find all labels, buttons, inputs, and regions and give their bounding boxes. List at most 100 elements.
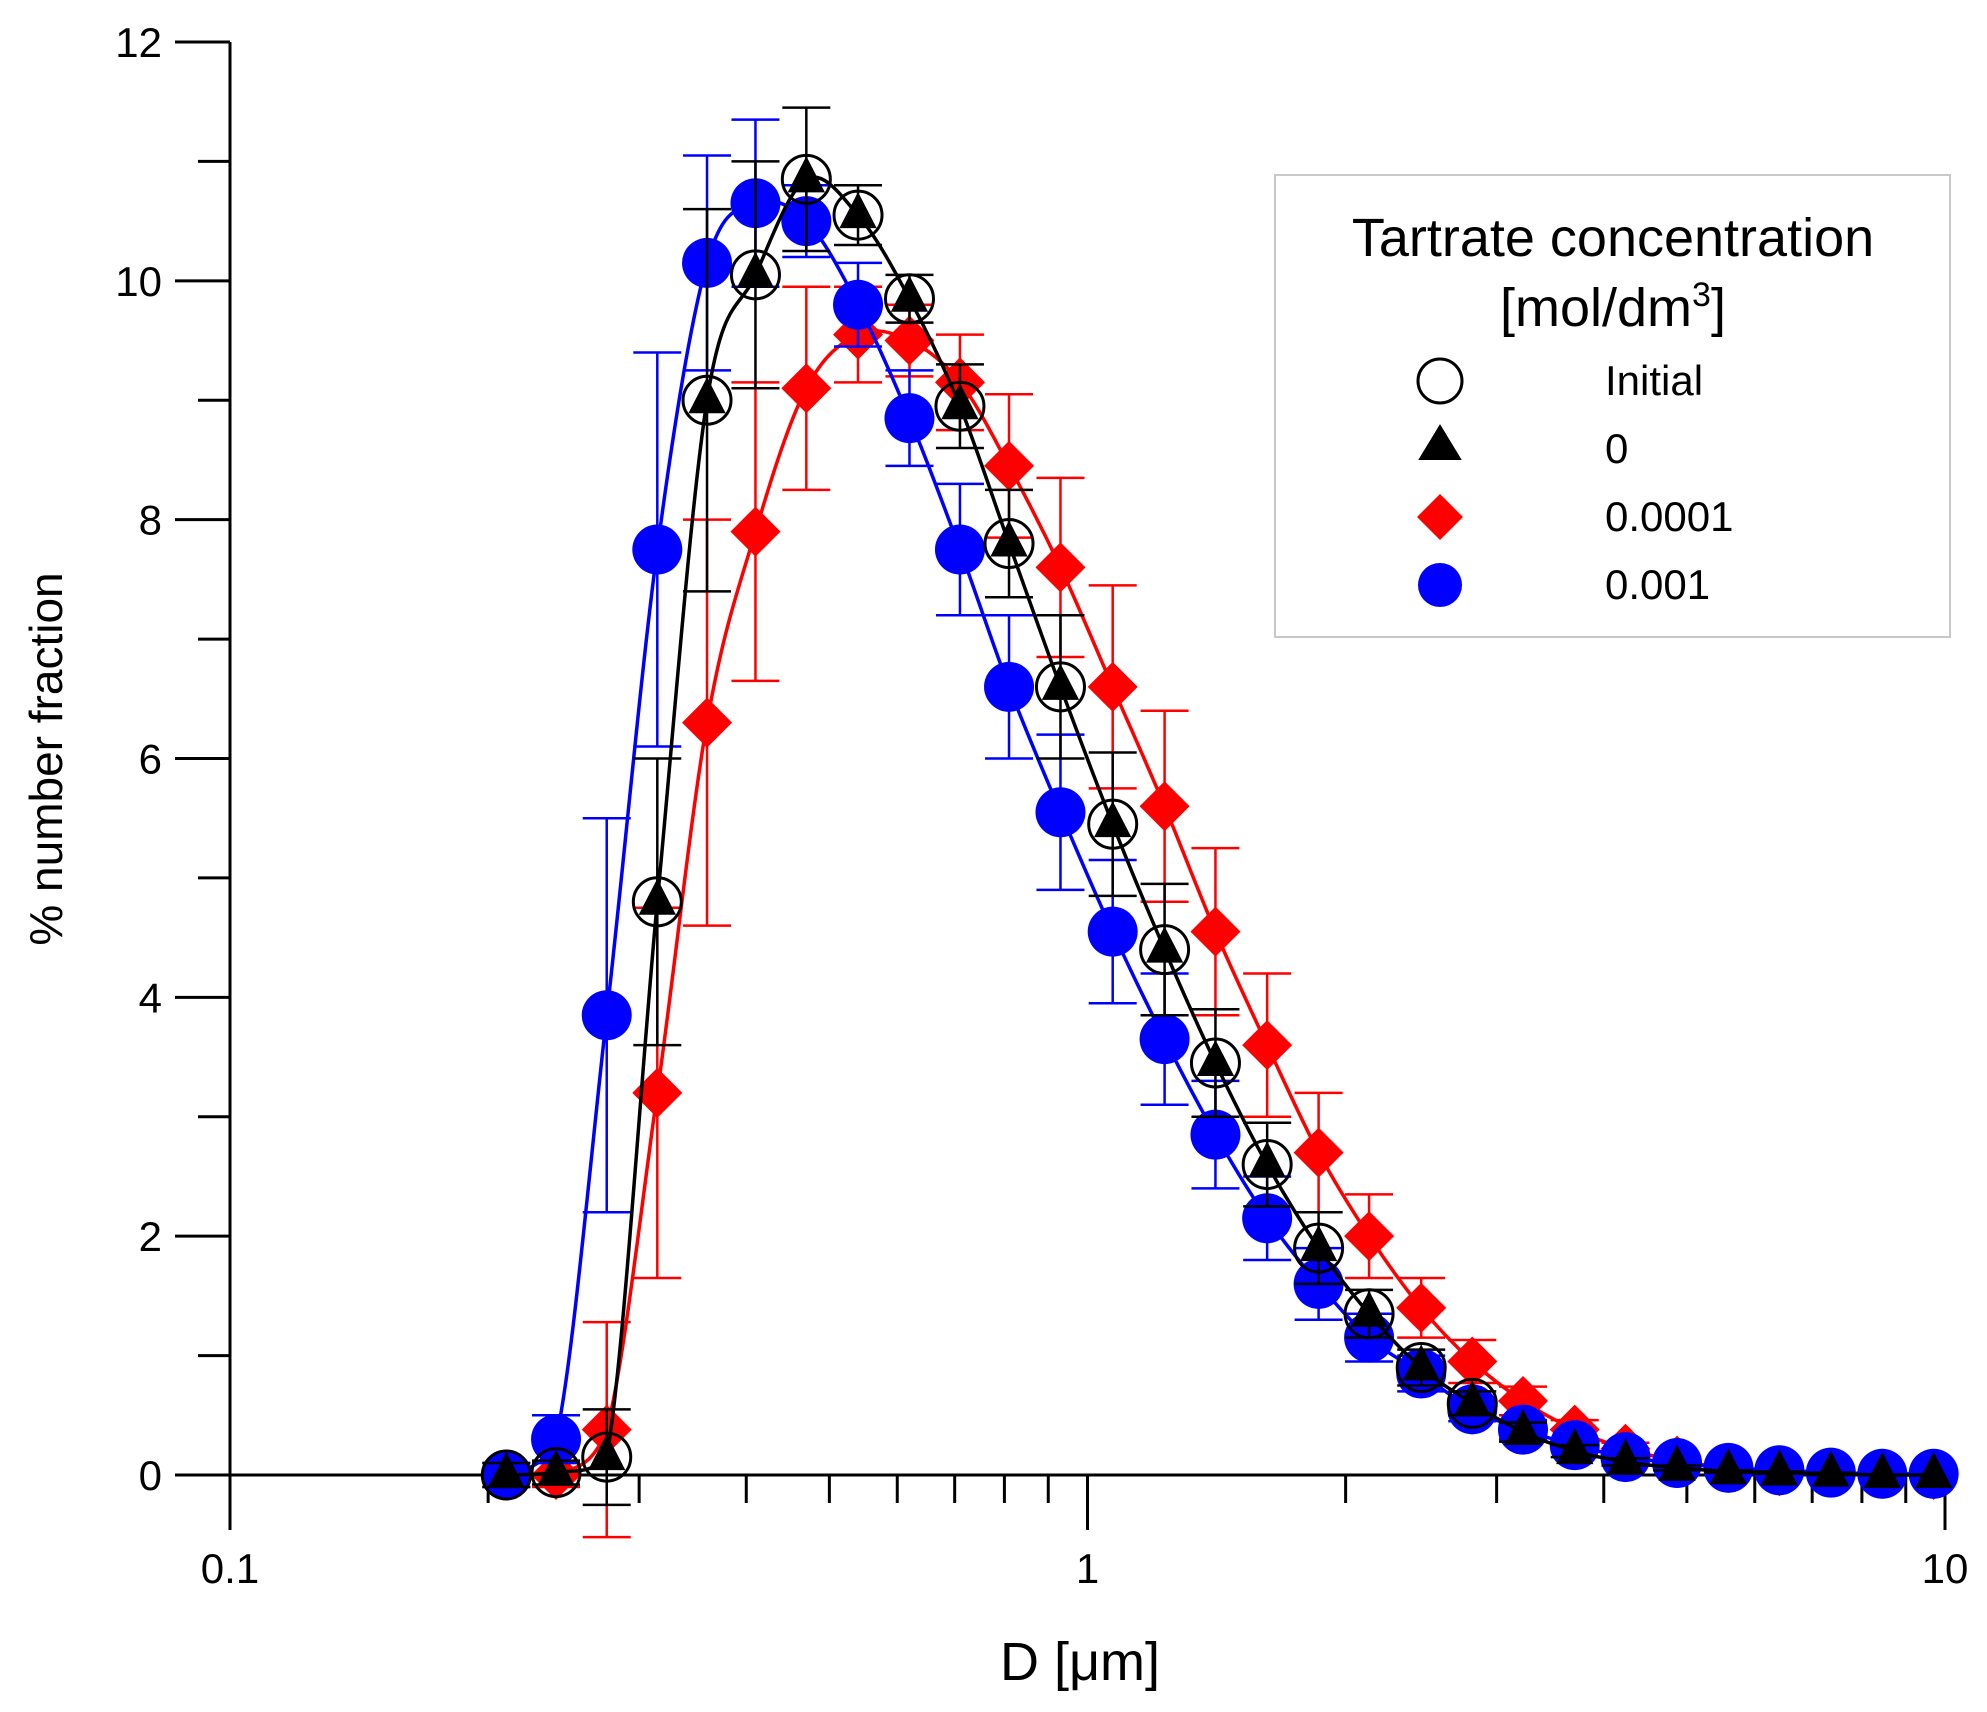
legend-marker-0.001 [1418, 563, 1462, 607]
data-point [1087, 798, 1139, 850]
data-point [1087, 906, 1138, 957]
data-point [1453, 1380, 1491, 1417]
legend-subtitle-sup: 3 [1692, 276, 1711, 314]
data-point [1760, 1449, 1799, 1486]
data-point [941, 383, 979, 420]
data-point [934, 524, 985, 575]
data-point [1344, 1211, 1395, 1262]
legend-marker-initial [1416, 357, 1464, 405]
data-point [1139, 781, 1190, 832]
data-point [1034, 661, 1086, 713]
data-point [530, 1447, 582, 1499]
legend-subtitle: [mol/dm3] [1500, 276, 1726, 338]
data-point [1350, 1290, 1388, 1327]
legend-label-0.001: 0.001 [1605, 561, 1710, 608]
data-point [1293, 1222, 1345, 1274]
data-point [1190, 906, 1241, 957]
data-point [884, 315, 935, 366]
y-axis-label: % number fraction [20, 572, 72, 945]
data-point [1915, 1451, 1953, 1488]
data-point [833, 279, 884, 330]
data-point [1446, 1377, 1498, 1429]
data-point [1299, 1224, 1338, 1262]
series-layer [480, 106, 1959, 1539]
data-point [1035, 787, 1086, 838]
data-point [1658, 1444, 1696, 1481]
y-tick-label: 2 [139, 1213, 162, 1260]
data-point [681, 374, 733, 426]
y-tick-label: 6 [139, 736, 162, 783]
data-point [990, 520, 1028, 557]
data-point [1402, 1344, 1440, 1381]
data-point [1556, 1427, 1594, 1465]
data-point [487, 1451, 525, 1488]
y-tick-label: 10 [115, 258, 162, 305]
legend-subtitle-pre: [mol/dm [1500, 278, 1692, 338]
y-tick-label: 8 [139, 497, 162, 544]
y-tick-label: 12 [115, 19, 162, 66]
data-point [1139, 1014, 1190, 1065]
data-point [581, 1431, 633, 1483]
data-point [1145, 926, 1184, 963]
legend-marker-0.0001 [1417, 494, 1463, 540]
data-point [480, 1449, 532, 1501]
data-point [1447, 1336, 1498, 1387]
data-point [1139, 924, 1191, 976]
data-point [1709, 1448, 1748, 1485]
data-point [1190, 1109, 1241, 1160]
data-point [537, 1449, 575, 1486]
data-point [1189, 1037, 1241, 1089]
legend-box [1274, 174, 1951, 638]
data-point [983, 518, 1035, 570]
data-point [1196, 1039, 1235, 1077]
data-point [934, 380, 986, 432]
legend-subtitle-post: ] [1711, 278, 1726, 338]
data-point [729, 249, 781, 301]
data-point [736, 251, 775, 288]
data-point [1094, 800, 1132, 838]
y-tick-label: 0 [139, 1452, 162, 1499]
data-point [1241, 1139, 1293, 1191]
legend-label-initial: Initial [1605, 357, 1703, 404]
data-point [1396, 1282, 1447, 1333]
series-Initial [480, 153, 1498, 1501]
data-point [1606, 1438, 1645, 1475]
data-point [1504, 1408, 1542, 1446]
data-point [780, 153, 832, 205]
data-point [781, 363, 832, 414]
y-tick-label: 4 [139, 974, 162, 1021]
data-point [1812, 1450, 1850, 1487]
data-point [1863, 1451, 1901, 1488]
legend-marker-0 [1418, 424, 1462, 460]
data-point [682, 697, 733, 748]
data-point [984, 661, 1035, 712]
x-tick-label: 10 [1922, 1545, 1969, 1592]
data-point [890, 275, 929, 312]
data-point [1087, 661, 1138, 712]
legend-label-0: 0 [1605, 425, 1628, 472]
data-point [638, 878, 676, 915]
x-tick-label: 1 [1076, 1545, 1099, 1592]
data-point [1395, 1342, 1447, 1394]
data-point [1343, 1288, 1395, 1340]
data-point [1041, 663, 1080, 700]
data-point [884, 393, 935, 444]
data-point [1293, 1127, 1344, 1178]
data-point [1242, 1020, 1293, 1071]
data-point [1035, 542, 1086, 593]
legend-title: Tartrate concentration [1352, 208, 1874, 268]
data-point [688, 377, 726, 414]
data-point [730, 506, 781, 557]
data-point [883, 273, 935, 325]
legend-label-0.0001: 0.0001 [1605, 493, 1733, 540]
data-point [839, 191, 877, 229]
data-point [1248, 1141, 1286, 1178]
legend: Tartrate concentration [mol/dm3] Initial… [1274, 174, 1951, 638]
series-0 [482, 106, 1953, 1507]
data-point [581, 990, 632, 1041]
x-axis-label: D [μm] [1000, 1632, 1160, 1692]
x-tick-label: 0.1 [201, 1545, 259, 1592]
data-point [632, 1067, 683, 1118]
data-point [631, 876, 683, 928]
